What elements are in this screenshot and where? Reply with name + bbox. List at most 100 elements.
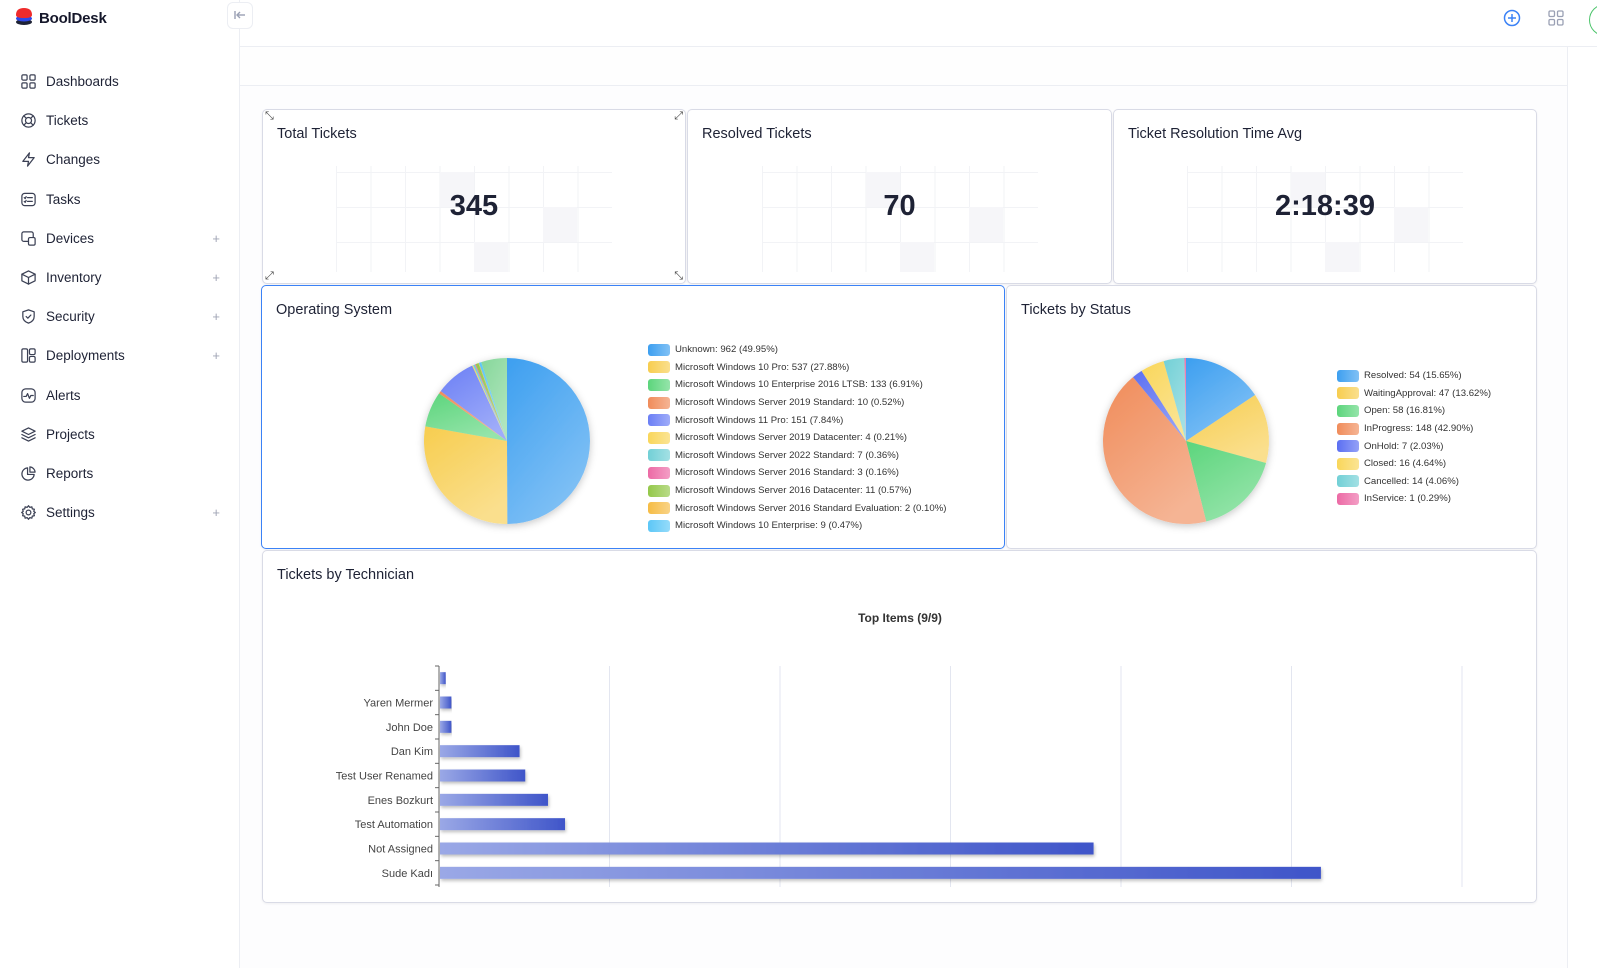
expand-plus-icon[interactable]: +	[212, 505, 220, 521]
legend-item[interactable]: Unknown: 962 (49.95%)	[648, 341, 946, 359]
legend-item[interactable]: Microsoft Windows Server 2022 Standard: …	[648, 447, 946, 465]
collapse-sidebar-button[interactable]	[227, 2, 253, 29]
devices-icon	[20, 230, 37, 247]
resize-handle-bottom-left-icon[interactable]: ⤢	[265, 270, 274, 282]
pie-slice-microsoft-windows-11-pro[interactable]	[440, 365, 507, 441]
sidebar-item-tickets[interactable]: Tickets	[0, 101, 240, 140]
pie-slice-microsoft-windows-server-2019-datacenter[interactable]	[472, 365, 507, 441]
legend-item[interactable]: InProgress: 148 (42.90%)	[1337, 420, 1491, 438]
legend-label: Microsoft Windows Server 2016 Standard: …	[675, 467, 899, 479]
legend-item[interactable]: Microsoft Windows 10 Enterprise: 9 (0.47…	[648, 517, 946, 535]
pie-slice-resolved[interactable]	[1186, 358, 1256, 441]
bar-dan-kim[interactable]	[440, 745, 520, 758]
legend-label: Microsoft Windows Server 2019 Standard: …	[675, 397, 905, 409]
widget-tickets-by-technician[interactable]: Tickets by Technician Top Items (9/9) Ya…	[262, 550, 1537, 903]
legend-item[interactable]: Microsoft Windows Server 2019 Datacenter…	[648, 429, 946, 447]
legend-item[interactable]: Microsoft Windows Server 2016 Standard E…	[648, 499, 946, 517]
pie-slice-unknown[interactable]	[507, 358, 590, 524]
pie-slice-inservice[interactable]	[1184, 358, 1186, 441]
right-panel-divider	[1567, 47, 1568, 968]
legend-label: Resolved: 54 (15.65%)	[1364, 370, 1462, 382]
bar-enes-bozkurt[interactable]	[440, 793, 548, 806]
legend-item[interactable]: Microsoft Windows 10 Enterprise 2016 LTS…	[648, 376, 946, 394]
sidebar-item-label: Reports	[46, 465, 94, 481]
legend-item[interactable]: Resolved: 54 (15.65%)	[1337, 367, 1491, 385]
pie-slice-microsoft-windows-10-pro[interactable]	[424, 426, 508, 524]
pie-slice-inprogress[interactable]	[1103, 377, 1207, 524]
sidebar-item-deployments[interactable]: Deployments +	[0, 336, 240, 375]
expand-plus-icon[interactable]: +	[212, 309, 220, 325]
box-icon	[20, 269, 37, 286]
pie-slice-microsoft-windows-server-2016-datacenter[interactable]	[475, 363, 507, 441]
legend-item[interactable]: OnHold: 7 (2.03%)	[1337, 437, 1491, 455]
bar-test-user-renamed[interactable]	[440, 769, 526, 782]
y-tick-label: Enes Bozkurt	[368, 795, 433, 807]
widget-tickets-by-status[interactable]: Tickets by Status Resolved: 54 (15.65%) W…	[1006, 285, 1537, 549]
apps-button[interactable]	[1545, 9, 1567, 31]
pie-slice-open[interactable]	[1186, 441, 1267, 522]
bar-sude-kadı[interactable]	[440, 866, 1321, 879]
pie-slice-microsoft-windows-server-2016-standard-evaluation[interactable]	[478, 362, 507, 441]
pie-slice-closed[interactable]	[1141, 361, 1186, 441]
gear-icon	[20, 504, 37, 521]
legend-label: OnHold: 7 (2.03%)	[1364, 440, 1444, 452]
legend-item[interactable]: Microsoft Windows Server 2016 Standard: …	[648, 464, 946, 482]
widget-operating-system[interactable]: Operating System Unknown: 962 (49.95%) Mi…	[261, 285, 1005, 549]
pie-slice-microsoft-windows-10-enterprise[interactable]	[478, 362, 507, 441]
bar-test-automation[interactable]	[440, 818, 566, 831]
legend-label: Microsoft Windows 10 Pro: 537 (27.88%)	[675, 361, 850, 373]
widget-title: Tickets by Technician	[277, 567, 415, 583]
sidebar-item-projects[interactable]: Projects	[0, 415, 240, 454]
pie-slice-cancelled[interactable]	[1163, 358, 1186, 441]
pie-slice-microsoft-windows-10-enterprise-2016-ltsb[interactable]	[425, 393, 507, 441]
user-avatar[interactable]	[1589, 4, 1597, 36]
sidebar-item-security[interactable]: Security +	[0, 297, 240, 336]
widget-resolution-time-avg[interactable]: Ticket Resolution Time Avg 2:18:39	[1113, 109, 1537, 284]
legend-swatch	[1337, 422, 1359, 435]
legend-item[interactable]: Microsoft Windows 10 Pro: 537 (27.88%)	[648, 359, 946, 377]
sidebar-item-settings[interactable]: Settings +	[0, 493, 240, 532]
widget-resolved-tickets[interactable]: Resolved Tickets 70	[687, 109, 1112, 284]
legend-label: Microsoft Windows Server 2022 Standard: …	[675, 449, 899, 461]
pie-slice-microsoft-windows-server-2022-standard[interactable]	[473, 364, 507, 441]
legend-swatch	[1337, 404, 1359, 417]
sidebar-item-alerts[interactable]: Alerts	[0, 376, 240, 415]
brand[interactable]: BoolDesk	[14, 6, 107, 31]
pie-slice-onhold[interactable]	[1133, 370, 1186, 441]
expand-plus-icon[interactable]: +	[212, 230, 220, 246]
legend-swatch	[648, 361, 670, 374]
legend-item[interactable]: Microsoft Windows Server 2016 Datacenter…	[648, 482, 946, 500]
legend-swatch	[648, 466, 670, 479]
expand-plus-icon[interactable]: +	[212, 270, 220, 286]
legend-item[interactable]: WaitingApproval: 47 (13.62%)	[1337, 385, 1491, 403]
sidebar-item-changes[interactable]: Changes	[0, 140, 240, 179]
legend-item[interactable]: Closed: 16 (4.64%)	[1337, 455, 1491, 473]
resize-handle-bottom-right-icon[interactable]: ⤡	[674, 270, 683, 282]
legend-item[interactable]: Open: 58 (16.81%)	[1337, 402, 1491, 420]
legend-label: Microsoft Windows Server 2019 Datacenter…	[675, 432, 907, 444]
sidebar-item-reports[interactable]: Reports	[0, 454, 240, 493]
expand-plus-icon[interactable]: +	[212, 348, 220, 364]
legend-item[interactable]: Microsoft Windows 11 Pro: 151 (7.84%)	[648, 411, 946, 429]
sidebar-item-dashboards[interactable]: Dashboards	[0, 62, 240, 101]
bar-yaren-mermer[interactable]	[440, 696, 452, 709]
pie-slice-other[interactable]	[481, 358, 507, 441]
sidebar-item-tasks[interactable]: Tasks	[0, 180, 240, 219]
legend-swatch	[648, 396, 670, 409]
pie-slice-microsoft-windows-server-2016-standard[interactable]	[474, 364, 507, 441]
bar-not-assigned[interactable]	[440, 842, 1094, 855]
legend-item[interactable]: Microsoft Windows Server 2019 Standard: …	[648, 394, 946, 412]
widget-total-tickets[interactable]: Total Tickets 345 ⤡ ⤢ ⤢ ⤡	[262, 109, 686, 284]
bar-john-doe[interactable]	[440, 720, 452, 733]
pie-slice-waitingapproval[interactable]	[1186, 394, 1269, 464]
sidebar-item-devices[interactable]: Devices +	[0, 219, 240, 258]
bar-unnamed[interactable]	[440, 672, 446, 685]
resize-handle-top-right-icon[interactable]: ⤢	[674, 110, 683, 122]
sidebar-item-inventory[interactable]: Inventory +	[0, 258, 240, 297]
add-button[interactable]	[1501, 9, 1523, 31]
y-tick-label: John Doe	[386, 722, 433, 734]
legend-item[interactable]: Cancelled: 14 (4.06%)	[1337, 473, 1491, 491]
resize-handle-top-left-icon[interactable]: ⤡	[265, 110, 274, 122]
legend-item[interactable]: InService: 1 (0.29%)	[1337, 490, 1491, 508]
pie-slice-microsoft-windows-server-2019-standard[interactable]	[439, 391, 507, 441]
